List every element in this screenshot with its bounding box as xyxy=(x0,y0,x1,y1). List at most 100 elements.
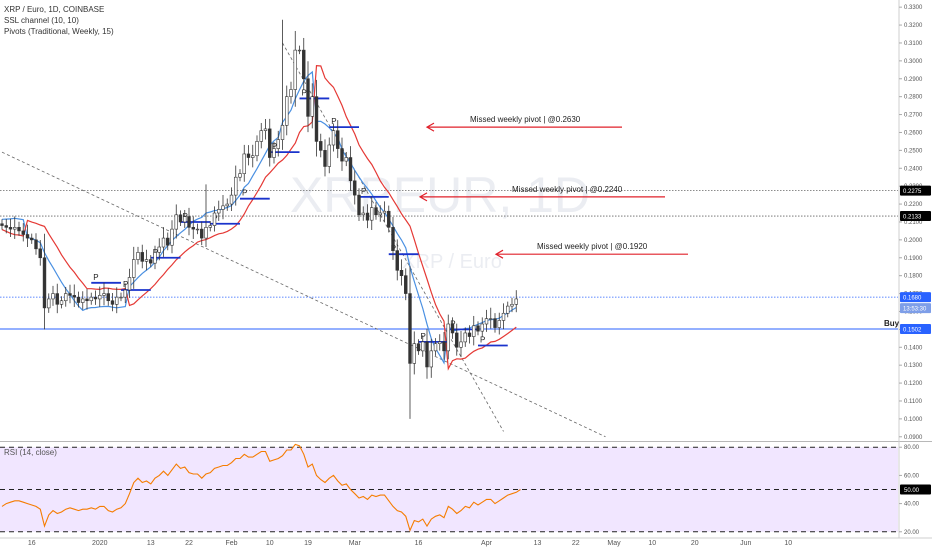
candle xyxy=(51,285,55,306)
candle-body-bull xyxy=(221,205,225,210)
pivot-label: P xyxy=(272,142,277,151)
candle-body-bull xyxy=(259,130,263,142)
candle-body-bull xyxy=(229,194,234,205)
candle-body-bull xyxy=(183,216,187,223)
candle xyxy=(72,284,76,307)
candle xyxy=(314,79,319,157)
candle xyxy=(336,120,340,159)
candle-body-bull xyxy=(174,214,178,230)
candle xyxy=(263,119,268,140)
ssl-indicator-label[interactable]: SSL channel (10, 10) xyxy=(4,16,79,25)
candle xyxy=(382,201,387,222)
candle-body-bull xyxy=(153,252,157,264)
candle-body-bull xyxy=(293,49,297,90)
candle xyxy=(510,297,514,313)
date-tick-label: May xyxy=(607,540,621,547)
candle xyxy=(229,187,234,211)
candle-body-bull xyxy=(225,203,229,207)
candle xyxy=(514,290,518,313)
candle-body-bull xyxy=(157,246,161,253)
candle-body-bull xyxy=(132,259,136,278)
candle xyxy=(412,331,416,375)
price-badge: 0.1502 xyxy=(900,324,931,335)
rsi-current-badge: 50.00 xyxy=(900,484,931,495)
price-tick-label: 0.2100 xyxy=(904,220,923,226)
candle-body-bull xyxy=(81,298,85,303)
candle-body-bear xyxy=(395,250,399,271)
candle-body-bear xyxy=(336,130,340,149)
missed-pivot-annotation: Missed weekly pivot | @0.1920 xyxy=(494,242,688,259)
candle-body-bull xyxy=(123,289,127,298)
candle xyxy=(370,196,374,231)
rsi-tick-label: 60.00 xyxy=(904,473,920,479)
candle-body-bull xyxy=(98,295,102,300)
date-tick-label: Feb xyxy=(225,540,237,547)
annotation-text: Missed weekly pivot | @0.2630 xyxy=(470,115,581,124)
candle xyxy=(93,290,98,305)
candle xyxy=(480,317,484,338)
candle xyxy=(166,232,170,251)
rsi-tick-label: 40.00 xyxy=(904,502,920,508)
candle xyxy=(272,141,276,164)
candle-body-bear xyxy=(140,252,144,262)
price-badge-label: 0.2275 xyxy=(903,189,922,195)
candle xyxy=(416,339,421,355)
candle-body-bull xyxy=(382,210,387,214)
candle xyxy=(289,81,293,104)
candle xyxy=(8,218,13,238)
candle xyxy=(293,30,297,107)
candle xyxy=(136,246,140,265)
candle-body-bull xyxy=(370,207,374,221)
candle-body-bull xyxy=(480,323,484,332)
annotation-arrowhead xyxy=(494,249,504,259)
candle-body-bear xyxy=(391,227,395,251)
candle xyxy=(391,217,395,260)
price-tick-label: 0.3300 xyxy=(904,5,923,11)
candle-body-bear xyxy=(408,293,412,364)
candle-body-bull xyxy=(412,343,416,364)
candle-body-bull xyxy=(331,130,336,146)
candle xyxy=(102,282,106,306)
candle-body-bull xyxy=(64,293,68,302)
candle-body-bear xyxy=(21,230,25,235)
symbol-title[interactable]: XRP / Euro, 1D, COINBASE xyxy=(4,5,105,14)
candle xyxy=(85,289,89,310)
candle-body-bear xyxy=(34,239,38,250)
date-tick-label: 16 xyxy=(415,540,423,547)
rsi-badge-bg xyxy=(900,484,931,495)
candle-body-bear xyxy=(306,78,310,117)
candle xyxy=(438,334,442,351)
candle-body-bear xyxy=(450,323,455,334)
candle xyxy=(506,301,510,318)
candle xyxy=(68,284,72,304)
candle xyxy=(217,200,221,221)
price-tick-label: 0.1300 xyxy=(904,363,923,369)
candle-body-bull xyxy=(429,350,433,368)
candle xyxy=(251,144,255,168)
candle xyxy=(395,239,399,281)
candle xyxy=(404,268,408,301)
candle xyxy=(127,268,132,298)
candle xyxy=(374,202,378,220)
candle-body-bull xyxy=(13,227,17,230)
candle xyxy=(408,265,412,419)
date-tick-label: 20 xyxy=(691,540,699,547)
candle xyxy=(246,145,251,166)
rsi-legend-label[interactable]: RSI (14, close) xyxy=(4,448,57,457)
candle-body-bear xyxy=(302,49,306,80)
candlesticks xyxy=(0,19,518,419)
candle-body-bull xyxy=(51,293,55,300)
date-tick-label: 10 xyxy=(784,540,792,547)
candle xyxy=(489,307,493,329)
candle xyxy=(378,205,382,222)
price-tick-label: 0.3000 xyxy=(904,59,923,65)
candle-body-bear xyxy=(374,207,378,216)
date-tick-label: 22 xyxy=(572,540,580,547)
candle-body-bull xyxy=(378,212,382,216)
candle xyxy=(348,146,353,192)
pivot-label: P xyxy=(480,335,485,344)
pivots-indicator-label[interactable]: Pivots (Traditional, Weekly, 15) xyxy=(4,27,114,36)
candle-body-bull xyxy=(59,300,64,305)
candle xyxy=(476,321,480,336)
